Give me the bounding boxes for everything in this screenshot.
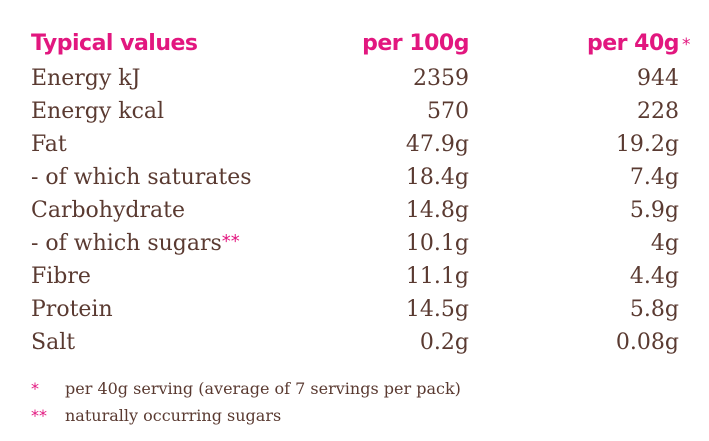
table-row: Energy kcal 570 228 [31, 95, 679, 128]
footnote-text: per 40g serving (average of 7 servings p… [65, 379, 461, 398]
row-per-40g: 4.4g [629, 264, 679, 289]
row-per-100g: 11.1g [405, 264, 469, 289]
nutrition-table: Typical values per 100g per 40g * Energy … [31, 24, 691, 359]
row-label: Fibre [31, 264, 91, 289]
table-row: Energy kJ 2359 944 [31, 62, 679, 95]
row-per-100g: 14.8g [405, 198, 469, 223]
header-per-40g-footnote-mark: * [682, 34, 691, 55]
table-row: Fibre 11.1g 4.4g [31, 260, 679, 293]
row-label: - of which saturates [31, 165, 252, 190]
header-typical-values: Typical values [31, 30, 198, 56]
row-per-100g: 47.9g [405, 132, 469, 157]
row-per-40g: 228 [637, 99, 679, 124]
footnote-text: naturally occurring sugars [65, 406, 282, 425]
table-row: - of which saturates 18.4g 7.4g [31, 161, 679, 194]
table-row: Salt 0.2g 0.08g [31, 326, 679, 359]
header-per-40g-cell: per 40g * [469, 24, 691, 62]
row-per-40g: 19.2g [615, 132, 679, 157]
row-per-100g: 0.2g [419, 330, 469, 355]
row-per-100g: 570 [427, 99, 469, 124]
nutrition-table-header: Typical values per 100g per 40g * [31, 24, 691, 62]
row-label: Protein [31, 297, 113, 322]
row-label: Energy kJ [31, 66, 141, 91]
row-per-40g: 4g [650, 231, 679, 256]
footnote: ** naturally occurring sugars [31, 406, 691, 433]
row-per-100g: 10.1g [405, 231, 469, 256]
footnote-mark: ** [31, 406, 47, 425]
row-per-100g: 2359 [413, 66, 469, 91]
row-per-40g: 0.08g [615, 330, 679, 355]
header-per-100g: per 100g [362, 30, 469, 56]
row-label: Energy kcal [31, 99, 165, 124]
row-label: Salt [31, 330, 76, 355]
row-label-cell: - of which sugars** [31, 227, 331, 260]
row-label: - of which sugars [31, 231, 222, 256]
row-per-40g: 944 [637, 66, 679, 91]
row-footnote-mark: ** [221, 231, 240, 252]
footnotes: * per 40g serving (average of 7 servings… [31, 379, 691, 433]
table-row: - of which sugars** 10.1g 4g [31, 227, 679, 260]
nutrition-panel: Typical values per 100g per 40g * Energy … [31, 24, 691, 433]
row-per-100g: 14.5g [405, 297, 469, 322]
row-per-40g: 5.8g [629, 297, 679, 322]
row-per-100g: 18.4g [405, 165, 469, 190]
row-per-40g: 7.4g [629, 165, 679, 190]
row-label: Fat [31, 132, 67, 157]
header-per-40g: per 40g [586, 30, 680, 56]
table-row: Protein 14.5g 5.8g [31, 293, 679, 326]
table-row: Carbohydrate 14.8g 5.9g [31, 194, 679, 227]
table-row: Fat 47.9g 19.2g [31, 128, 679, 161]
footnote-mark: * [31, 379, 39, 398]
footnote: * per 40g serving (average of 7 servings… [31, 379, 691, 406]
row-label: Carbohydrate [31, 198, 185, 223]
row-per-40g: 5.9g [629, 198, 679, 223]
